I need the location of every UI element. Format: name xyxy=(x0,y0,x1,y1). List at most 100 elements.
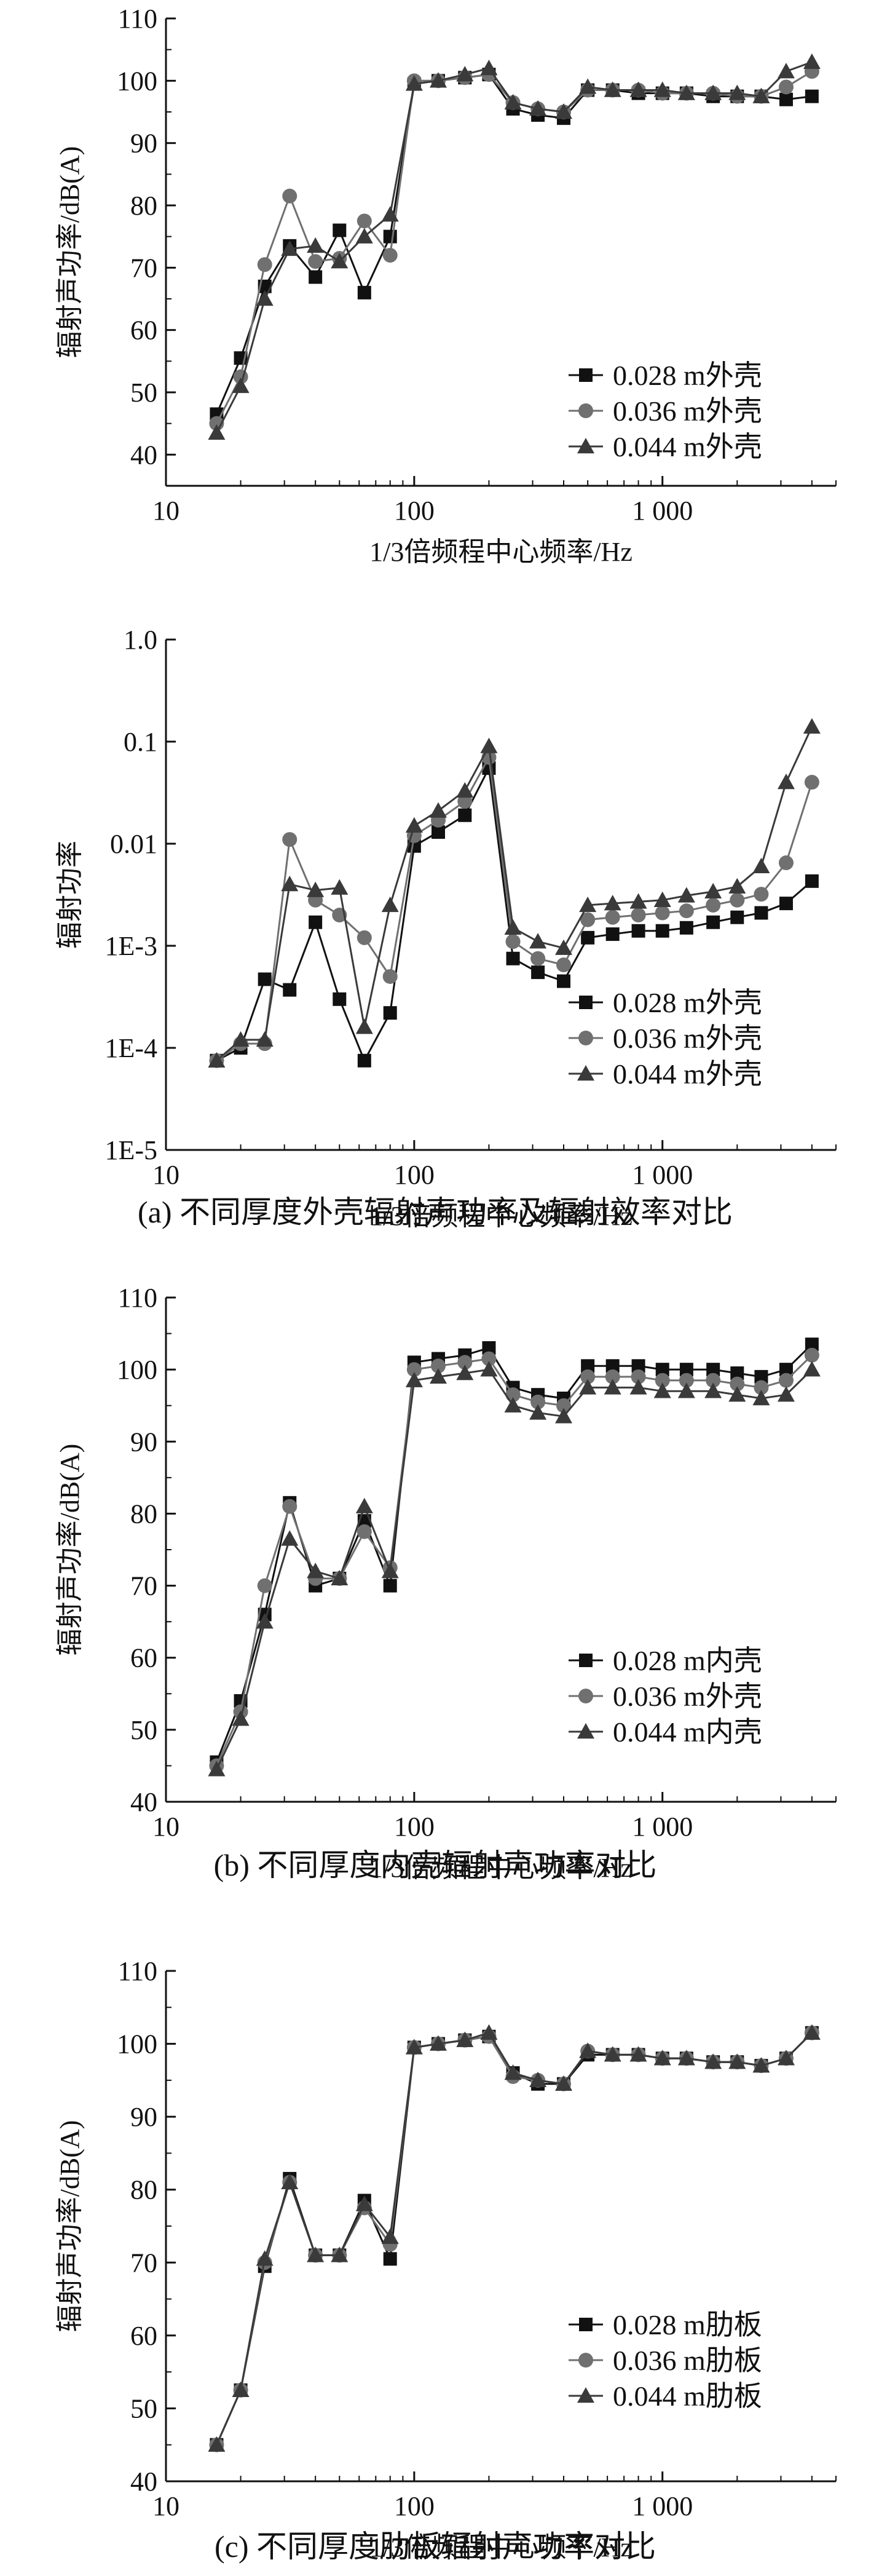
b-power-legend-marker xyxy=(579,1654,593,1667)
c-power-series-2-point xyxy=(728,2053,746,2069)
a-power-legend-marker xyxy=(579,368,593,382)
b-power-series-2-point xyxy=(677,1382,695,1398)
b-power-series-1-point xyxy=(679,1373,694,1388)
b-power-series-2-point xyxy=(555,1408,573,1424)
a-power-series-2-point xyxy=(704,84,722,100)
a-power-series-2-point xyxy=(752,87,770,103)
a-efficiency-series-1-point xyxy=(655,905,670,921)
a-efficiency-series-2-point xyxy=(653,891,671,907)
b-power-series-0-point xyxy=(706,1363,720,1377)
a-efficiency-series-1-point xyxy=(556,957,572,973)
c-power-series-2-point xyxy=(405,2039,423,2055)
chart-a-power: 40 50 60 70 80 90 100 110 10 100 1 000 1/3倍频程中心频率/H… xyxy=(55,4,837,567)
a-efficiency-x-tick-label: 1 000 xyxy=(632,1160,693,1190)
c-power-series-2-point xyxy=(604,2046,621,2062)
a-power-series-2-point xyxy=(381,206,399,222)
a-efficiency-series-1-point xyxy=(505,934,521,949)
a-power-series-1-point xyxy=(308,254,323,269)
a-power-y-tick-label: 70 xyxy=(130,253,157,283)
c-power-legend-label: 0.036 m肋板 xyxy=(613,2345,762,2376)
c-power-series-2-point xyxy=(256,2250,274,2266)
c-power-x-tick-label: 1 000 xyxy=(632,2491,693,2521)
caption-a: (a) 不同厚度外壳辐射声功率及辐射效率对比 xyxy=(138,1195,733,1229)
a-efficiency-series-2-point xyxy=(704,882,722,898)
a-power-series-2-point xyxy=(281,240,299,256)
a-efficiency-series-2-point xyxy=(456,782,474,798)
c-power-series-2-point xyxy=(381,2228,399,2244)
c-power-y-tick-label: 70 xyxy=(130,2248,157,2278)
a-efficiency-series-0-point xyxy=(631,924,645,938)
a-power-series-0-point xyxy=(333,223,347,237)
a-efficiency-legend-label: 0.028 m外壳 xyxy=(613,987,762,1018)
c-power-series-2-point xyxy=(677,2050,695,2066)
a-power-series-0-point xyxy=(309,270,323,284)
a-efficiency-series-2-point xyxy=(728,878,746,894)
a-power-series-2-point xyxy=(355,228,373,244)
b-power-series-1-point xyxy=(631,1369,646,1384)
b-power-series-1-point xyxy=(580,1369,596,1384)
a-power-series-0-point xyxy=(383,229,397,244)
a-efficiency-series-2-point xyxy=(232,1031,250,1047)
c-power-y-tick-label: 100 xyxy=(117,2029,157,2059)
a-power-y-tick-label: 50 xyxy=(130,378,157,408)
b-power-series-2-point xyxy=(429,1368,447,1384)
a-power-series-0-point xyxy=(805,89,819,103)
b-power-series-1-point xyxy=(754,1380,769,1395)
a-efficiency-series-0-point xyxy=(754,906,768,920)
a-efficiency-series-1-point xyxy=(605,910,620,925)
b-power-series-2-point xyxy=(281,1530,299,1546)
c-power-series-2-point xyxy=(281,2173,299,2190)
a-efficiency-series-0-point xyxy=(458,808,472,822)
a-efficiency-series-0-point xyxy=(531,965,545,980)
a-efficiency-series-2-point xyxy=(504,919,522,935)
b-power-legend-label: 0.028 m内壳 xyxy=(613,1645,762,1676)
a-power-series-2-point xyxy=(480,60,498,76)
b-power-series-2-point xyxy=(629,1379,647,1395)
c-power-y-tick-label: 60 xyxy=(130,2321,157,2351)
b-power-series-1-point xyxy=(430,1358,446,1374)
c-power-series-2-point xyxy=(355,2195,373,2211)
b-power-legend-label: 0.044 m内壳 xyxy=(613,1716,762,1748)
b-power-series-2-point xyxy=(604,1379,621,1395)
b-power-series-1-point xyxy=(257,1578,272,1593)
a-efficiency-series-2-point xyxy=(629,893,647,909)
b-power-series-0-point xyxy=(779,1363,793,1377)
c-power-y-axis-title: 辐射声功率/dB(A) xyxy=(55,2120,85,2332)
a-power-series-2-point xyxy=(456,66,474,82)
a-efficiency-y-axis-title: 辐射功率 xyxy=(55,841,85,949)
a-power-x-tick-label: 1 000 xyxy=(632,496,693,526)
a-efficiency-series-1-point xyxy=(382,969,398,984)
a-efficiency-series-2-point xyxy=(405,817,423,833)
b-power-series-0-point xyxy=(655,1363,669,1377)
b-power-series-2-point xyxy=(381,1563,399,1579)
c-power-series-2-point xyxy=(777,2050,795,2066)
a-efficiency-x-axis-title: 1/3倍频程中心频率/Hz xyxy=(369,1201,633,1231)
b-power-series-1-point xyxy=(282,1499,298,1514)
a-efficiency-series-0-point xyxy=(258,972,272,986)
c-power-y-tick-label: 110 xyxy=(118,1956,157,1986)
b-power-series-2-point xyxy=(803,1361,821,1377)
a-efficiency-series-2-point xyxy=(429,802,447,818)
b-power-series-2-point xyxy=(256,1613,274,1629)
b-power-series-2-point xyxy=(752,1390,770,1406)
a-efficiency-series-1-point xyxy=(706,897,721,913)
b-power-series-0-point xyxy=(383,1579,397,1593)
a-power-series-1-point xyxy=(257,257,272,272)
b-power-x-tick-label: 10 xyxy=(152,1812,179,1842)
b-power-series-2-point xyxy=(405,1371,423,1387)
a-power-series-2-point xyxy=(529,100,547,116)
a-efficiency-y-tick-label: 1E-4 xyxy=(104,1033,157,1063)
a-power-series-2-point xyxy=(232,377,250,394)
a-power-legend-marker xyxy=(578,403,593,418)
a-power-series-2-point xyxy=(307,237,325,253)
chart-c-power: 40 50 60 70 80 90 100 110 10 100 1 000 1/3倍频程中心频率/H… xyxy=(55,1956,837,2562)
a-efficiency-series-2-point xyxy=(752,857,770,874)
a-efficiency-series-2-point xyxy=(355,1018,373,1034)
a-efficiency-series-1-point xyxy=(631,908,646,923)
a-efficiency-legend-marker xyxy=(579,996,593,1009)
a-efficiency-y-tick-label: 1E-5 xyxy=(104,1135,157,1165)
a-power-series-2-point xyxy=(429,72,447,88)
c-power-series-2-point xyxy=(331,2246,349,2262)
a-efficiency-series-1-point xyxy=(530,951,546,966)
a-power-series-2-point xyxy=(256,290,274,306)
